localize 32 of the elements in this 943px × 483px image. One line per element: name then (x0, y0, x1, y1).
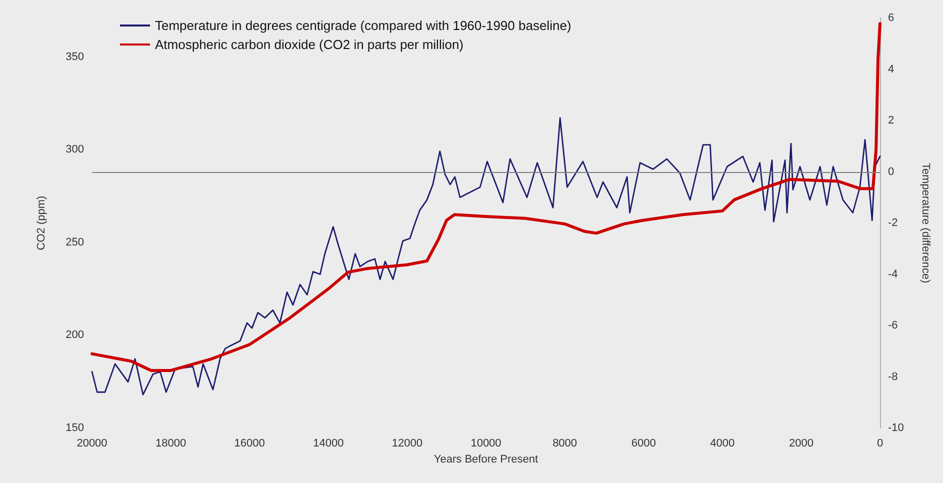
y-tick-label: 150 (66, 422, 84, 434)
legend-label: Temperature in degrees centigrade (compared with 1960-1990 baseline) (155, 18, 572, 33)
y2-tick-label: 6 (888, 12, 894, 24)
y2-tick-label: -4 (888, 268, 898, 280)
y-tick-label: 250 (66, 236, 84, 248)
x-axis-title: Years Before Present (434, 454, 538, 466)
y-axis-title: CO2 (ppm) (36, 196, 48, 250)
legend-label: Atmospheric carbon dioxide (CO2 in parts per million) (155, 37, 464, 52)
y-tick-label: 200 (66, 329, 84, 342)
x-tick-label: 8000 (552, 438, 578, 450)
x-tick-label: 14000 (313, 438, 344, 450)
y2-axis-title: Temperature (difference) (920, 162, 932, 284)
x-tick-label: 20000 (76, 438, 108, 450)
y2-tick-label: 2 (888, 114, 894, 126)
y2-tick-label: -10 (888, 422, 904, 434)
x-tick-label: 6000 (631, 438, 656, 450)
x-tick-label: 0 (876, 438, 884, 450)
x-tick-label: 18000 (156, 438, 186, 450)
y2-tick-label: -6 (888, 320, 898, 332)
y2-tick-label: 0 (888, 166, 894, 178)
y-tick-label: 350 (66, 50, 84, 63)
line-series (90, 22, 882, 372)
y2-tick-label: -8 (888, 370, 898, 383)
x-tick-label: 10000 (470, 438, 502, 450)
x-tick-label: 4000 (710, 438, 735, 450)
x-tick-label: 12000 (392, 438, 422, 450)
x-tick-label: 2000 (788, 438, 814, 450)
x-tick-label: 16000 (234, 438, 265, 450)
y2-tick-label: -2 (888, 217, 898, 229)
line-series (91, 117, 881, 396)
y2-tick-label: 4 (888, 63, 894, 76)
y-tick-label: 300 (66, 144, 84, 156)
